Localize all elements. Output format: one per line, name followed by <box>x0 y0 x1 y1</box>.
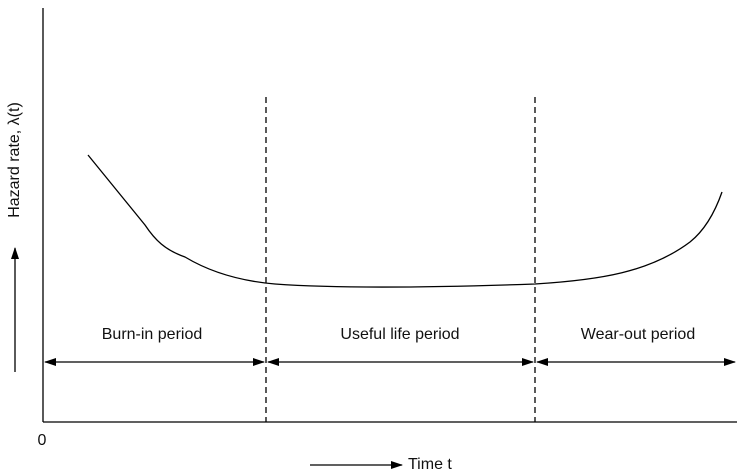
period-label: Wear-out period <box>581 326 695 343</box>
period-label: Burn-in period <box>102 326 203 343</box>
x-axis-label: Time t <box>408 456 452 473</box>
hazard-curve <box>87 154 723 288</box>
period-label: Useful life period <box>340 326 459 343</box>
y-axis-label: Hazard rate, λ(t) <box>6 102 23 218</box>
origin-label: 0 <box>38 432 47 449</box>
